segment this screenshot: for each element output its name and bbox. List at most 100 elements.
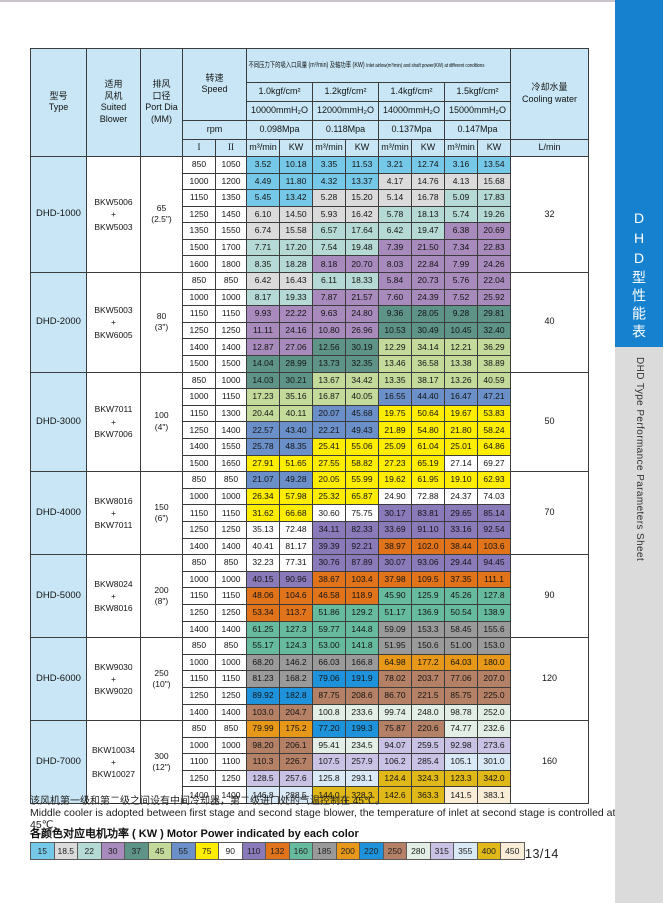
power-value: 94.45 <box>476 554 512 572</box>
unit-power-3: KW <box>411 138 445 157</box>
airflow-value: 10.80 <box>312 321 346 340</box>
speed-stage2: 1450 <box>215 205 247 224</box>
speed-stage2: 1500 <box>215 355 247 373</box>
table-row: 1250 1250 128.5 257.6 125.8 293.1 124.4 324.3 12… <box>31 769 589 788</box>
airflow-value: 27.23 <box>378 454 412 473</box>
power-value: 257.6 <box>279 769 313 788</box>
airflow-value: 6.11 <box>312 272 346 290</box>
airflow-value: 142.6 <box>378 786 412 805</box>
airflow-value: 25.32 <box>312 487 346 506</box>
speed-stage1: 1000 <box>182 288 216 307</box>
airflow-value: 11.11 <box>246 321 280 340</box>
sidebar-tab-inactive: DHD Type Performance Parameters Sheet <box>615 347 663 903</box>
speed-stage2: 1800 <box>215 255 247 274</box>
power-value: 28.05 <box>411 305 445 323</box>
power-value: 19.48 <box>345 238 379 257</box>
speed-stage1: 1400 <box>182 786 216 805</box>
airflow-value: 123.3 <box>444 769 478 788</box>
unit-flow-4: m³/min <box>444 138 478 157</box>
airflow-value: 61.25 <box>246 620 280 639</box>
sidebar-title-cn: DHD型性能表 <box>631 210 647 342</box>
table-row: 1150 1150 81.23 168.2 79.06 191.9 78.02 203.7 77… <box>31 670 589 688</box>
airflow-value: 59.09 <box>378 620 412 639</box>
airflow-value: 51.86 <box>312 603 346 622</box>
power-value: 54.80 <box>411 421 445 439</box>
model-name: DHD-7000 <box>30 720 87 805</box>
airflow-value: 16.87 <box>312 388 346 406</box>
power-value: 30.19 <box>345 338 379 357</box>
power-value: 58.24 <box>476 421 512 439</box>
table-row: 1000 1000 8.17 19.33 7.87 21.57 7.60 24.39 7.52 2… <box>31 288 589 307</box>
airflow-value: 55.17 <box>246 637 280 655</box>
legend: 15 18.5 22 30 37 45 55 75 90 110 132 160 185 200 220 25… <box>30 842 525 860</box>
airflow-value: 10.53 <box>378 321 412 340</box>
power-value: 20.73 <box>411 272 445 290</box>
airflow-value: 45.90 <box>378 587 412 605</box>
airflow-value: 3.16 <box>444 155 478 174</box>
pressure-mmh2o-4: 15000mmH₂O <box>443 100 512 121</box>
power-value: 24.39 <box>411 288 445 307</box>
airflow-value: 45.26 <box>444 587 478 605</box>
airflow-value: 39.39 <box>312 537 346 556</box>
pressure-kgf-1: 1.0kgf/cm² <box>246 81 313 102</box>
speed-stage2: 1200 <box>215 172 247 191</box>
airflow-value: 5.09 <box>444 189 478 207</box>
table-row: 1400 1400 12.87 27.06 12.56 30.19 12.29 34.14 12… <box>31 338 589 357</box>
airflow-value: 5.76 <box>444 272 478 290</box>
airflow-value: 107.5 <box>312 753 346 771</box>
airflow-value: 12.56 <box>312 338 346 357</box>
table-row: 1000 1150 17.23 35.16 16.87 40.05 16.55 44.40 16… <box>31 388 589 406</box>
power-value: 363.3 <box>411 786 445 805</box>
power-value: 50.64 <box>411 404 445 423</box>
airflow-value: 95.41 <box>312 736 346 755</box>
speed-stage1: 1500 <box>182 238 216 257</box>
speed-stage1: 1350 <box>182 222 216 240</box>
speed-stage1: 1000 <box>182 736 216 755</box>
power-value: 47.21 <box>476 388 512 406</box>
unit-power-2: KW <box>345 138 379 157</box>
airflow-value: 37.98 <box>378 570 412 589</box>
airflow-value: 26.34 <box>246 487 280 506</box>
pressure-kgf-2: 1.2kgf/cm² <box>312 81 379 102</box>
airflow-value: 50.54 <box>444 603 478 622</box>
suited-blower: BKW10034 + BKW10027 <box>86 720 141 805</box>
airflow-value: 78.02 <box>378 670 412 688</box>
speed-stage2: 1400 <box>215 421 247 439</box>
speed-stage2: 1000 <box>215 371 247 390</box>
airflow-value: 3.21 <box>378 155 412 174</box>
table-row: 1250 1250 35.13 72.48 34.11 82.33 33.69 91.10 33… <box>31 520 589 539</box>
airflow-value: 6.38 <box>444 222 478 240</box>
airflow-value: 13.35 <box>378 371 412 390</box>
table-row: 1150 1300 20.44 40.11 20.07 45.68 19.75 50.64 19… <box>31 404 589 423</box>
airflow-value: 53.34 <box>246 603 280 622</box>
airflow-value: 103.0 <box>246 703 280 722</box>
power-value: 15.68 <box>476 172 512 191</box>
power-value: 15.58 <box>279 222 313 240</box>
power-value: 62.93 <box>476 471 512 489</box>
speed-stage2: 1150 <box>215 504 247 522</box>
page-top-edge <box>0 0 663 2</box>
airflow-value: 8.35 <box>246 255 280 274</box>
airflow-value: 22.57 <box>246 421 280 439</box>
table-row: 1600 1800 8.35 18.28 8.18 20.70 8.03 22.84 7.99 2… <box>31 255 589 274</box>
airflow-value: 40.41 <box>246 537 280 556</box>
airflow-value: 4.13 <box>444 172 478 191</box>
power-value: 19.26 <box>476 205 512 224</box>
airflow-value: 31.62 <box>246 504 280 522</box>
suited-blower: BKW8024 + BKW8016 <box>86 554 141 639</box>
speed-stage2: 1000 <box>215 736 247 755</box>
unit-flow-1: m³/min <box>246 138 280 157</box>
airflow-value: 10.45 <box>444 321 478 340</box>
power-value: 248.0 <box>411 703 445 722</box>
airflow-value: 30.76 <box>312 554 346 572</box>
airflow-value: 5.84 <box>378 272 412 290</box>
airflow-value: 98.20 <box>246 736 280 755</box>
speed-stage1: 850 <box>182 554 216 572</box>
airflow-value: 7.34 <box>444 238 478 257</box>
airflow-value: 33.69 <box>378 520 412 539</box>
airflow-value: 64.03 <box>444 653 478 672</box>
speed-stage1: 1400 <box>182 338 216 357</box>
cooling-water-value: 120 <box>510 637 590 722</box>
airflow-value: 141.5 <box>444 786 478 805</box>
airflow-value: 98.78 <box>444 703 478 722</box>
